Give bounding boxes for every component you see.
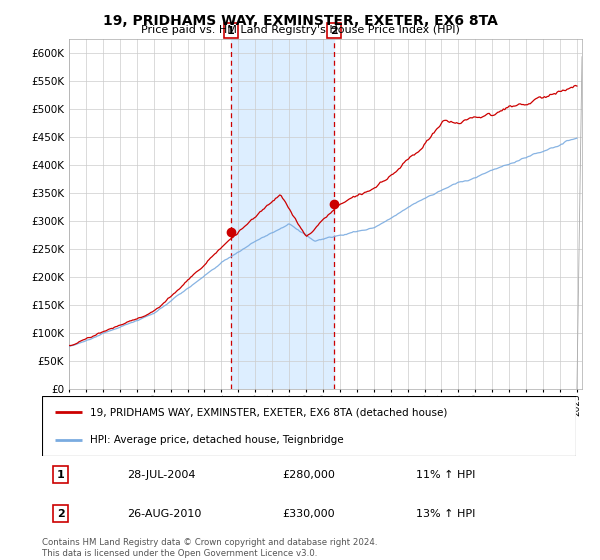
Text: Contains HM Land Registry data © Crown copyright and database right 2024.
This d: Contains HM Land Registry data © Crown c… bbox=[42, 538, 377, 558]
Text: Price paid vs. HM Land Registry's House Price Index (HPI): Price paid vs. HM Land Registry's House … bbox=[140, 25, 460, 35]
Text: 1: 1 bbox=[227, 26, 235, 36]
Text: 11% ↑ HPI: 11% ↑ HPI bbox=[416, 470, 475, 479]
Text: 2: 2 bbox=[57, 509, 65, 519]
Text: 1: 1 bbox=[57, 470, 65, 479]
Bar bbox=[231, 39, 334, 389]
Text: 26-AUG-2010: 26-AUG-2010 bbox=[127, 509, 202, 519]
Text: 19, PRIDHAMS WAY, EXMINSTER, EXETER, EX6 8TA (detached house): 19, PRIDHAMS WAY, EXMINSTER, EXETER, EX6… bbox=[90, 407, 448, 417]
Text: 28-JUL-2004: 28-JUL-2004 bbox=[127, 470, 196, 479]
Text: HPI: Average price, detached house, Teignbridge: HPI: Average price, detached house, Teig… bbox=[90, 435, 344, 445]
Text: £280,000: £280,000 bbox=[283, 470, 335, 479]
FancyBboxPatch shape bbox=[42, 396, 576, 456]
Text: £330,000: £330,000 bbox=[283, 509, 335, 519]
Text: 13% ↑ HPI: 13% ↑ HPI bbox=[416, 509, 475, 519]
Text: 19, PRIDHAMS WAY, EXMINSTER, EXETER, EX6 8TA: 19, PRIDHAMS WAY, EXMINSTER, EXETER, EX6… bbox=[103, 14, 497, 28]
Text: 2: 2 bbox=[330, 26, 338, 36]
